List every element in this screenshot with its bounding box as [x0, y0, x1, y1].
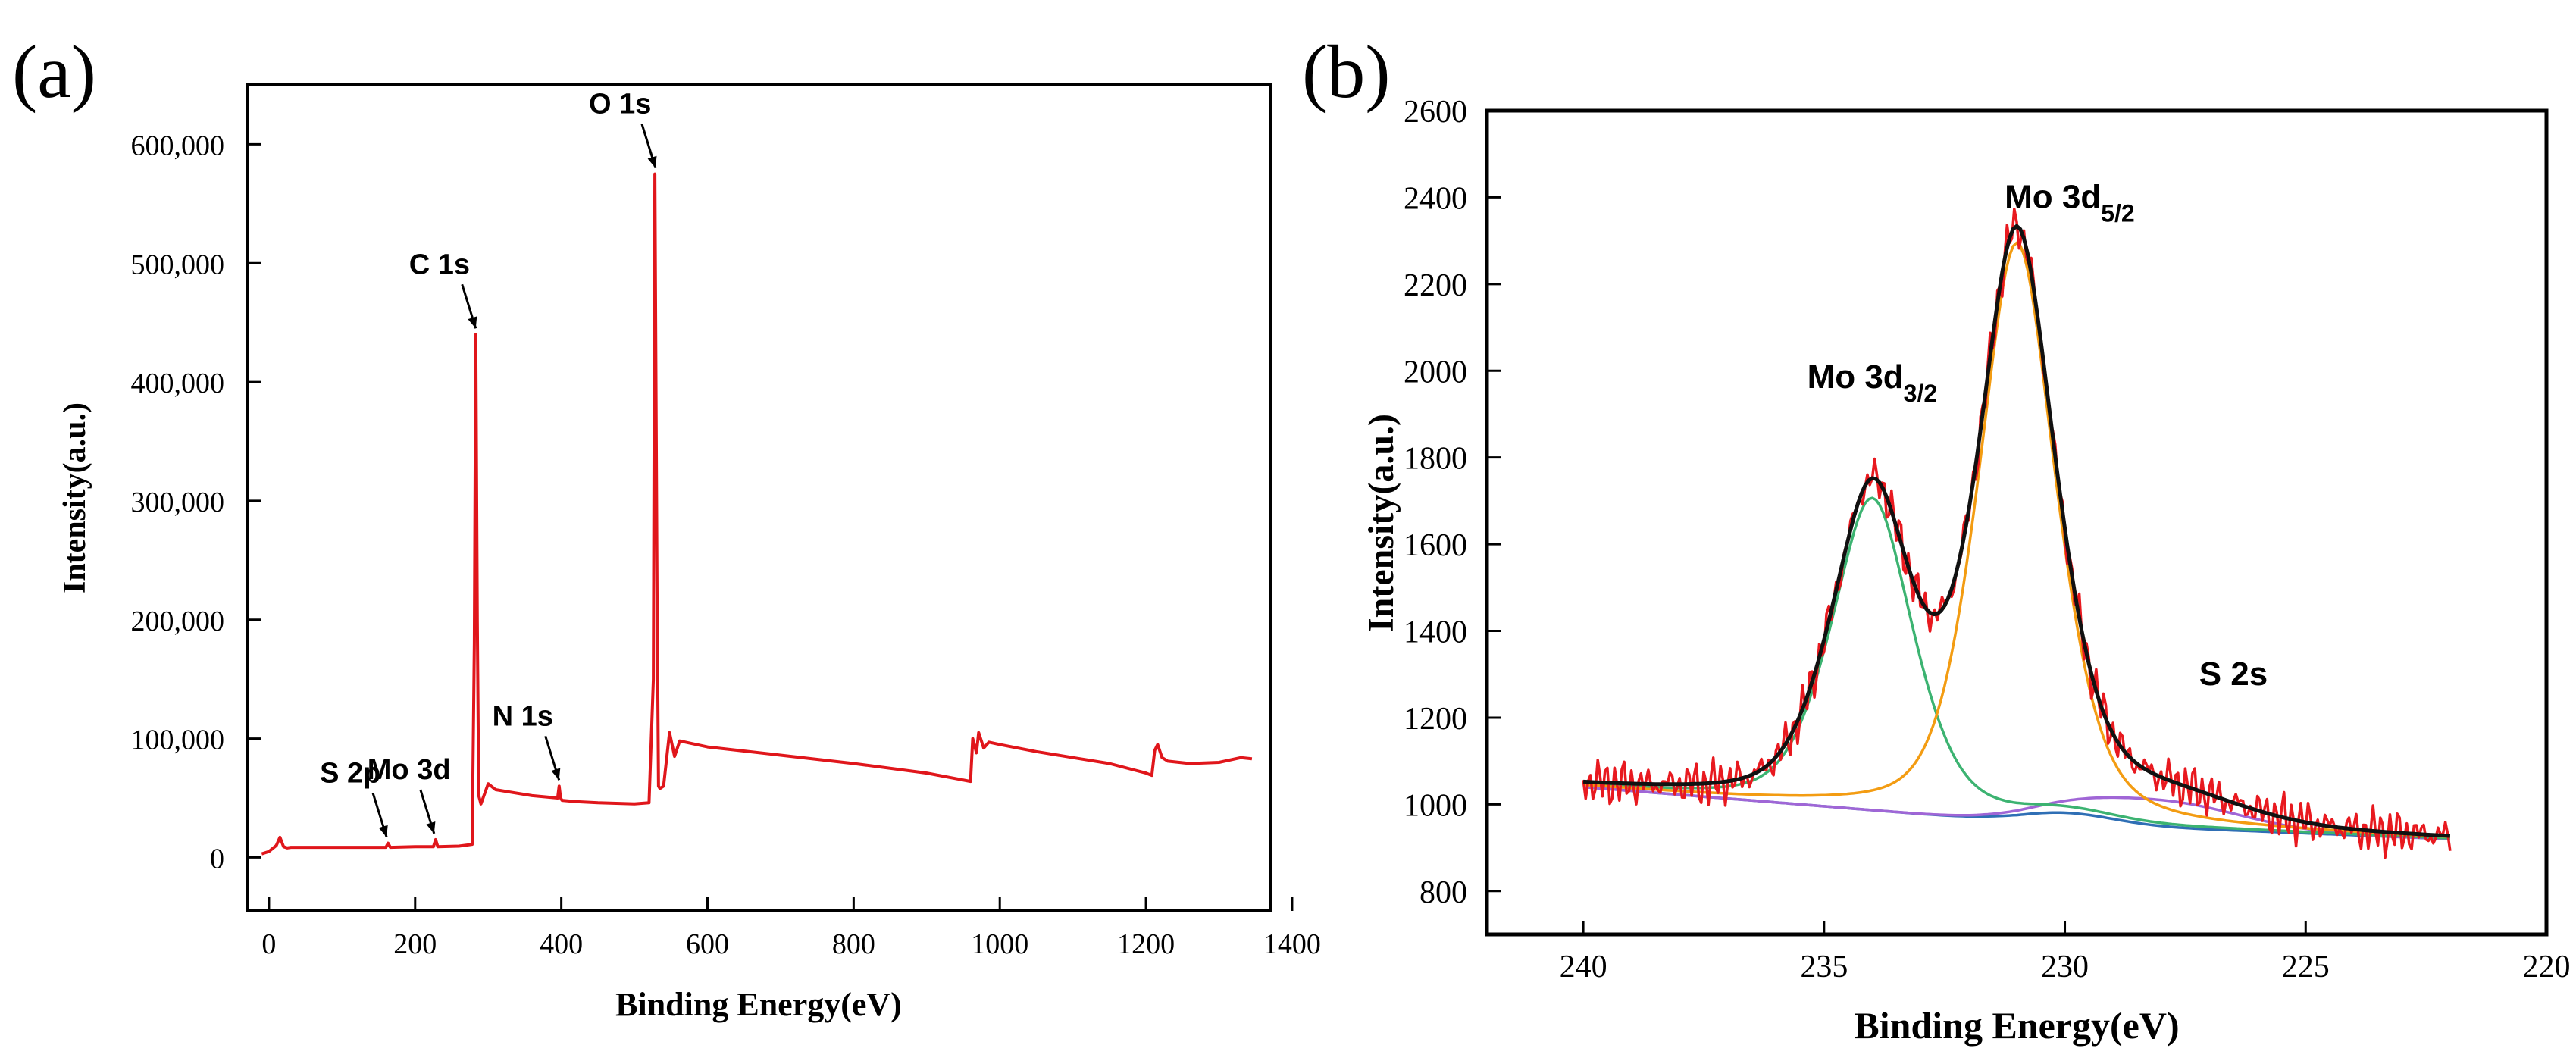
annotation-arrowhead: [378, 825, 388, 837]
annotation-arrowhead: [551, 768, 561, 781]
y-tick-label: 1200: [1404, 702, 1467, 737]
series-mo-3d3-2-component: [1582, 496, 2450, 840]
panel-b-plot-frame: [1485, 108, 2549, 937]
y-tick-label: 600,000: [131, 130, 225, 161]
y-tick-label: 1600: [1404, 528, 1467, 563]
x-tick-label: 800: [832, 928, 875, 960]
series-raw-data: [1582, 207, 2452, 859]
annotation-label: S 2p: [320, 758, 380, 790]
y-tick-label: 1000: [1404, 788, 1467, 823]
peak-annotation: O 1s: [589, 89, 657, 169]
series-envelope-fit: [1582, 224, 2451, 838]
panel-a-x-axis-label: Binding Energy(eV): [615, 986, 902, 1023]
panel-b-y-ticks: 800 1000 1200 1400 1600 1800 2000 2200 2400 2600: [1404, 95, 1501, 910]
y-tick-label: 500,000: [131, 249, 225, 280]
panel-b-series: [1582, 207, 2452, 859]
x-tick-label: 235: [1800, 950, 1848, 984]
x-tick-label: 1000: [971, 928, 1028, 960]
x-tick-label: 400: [540, 928, 583, 960]
x-tick-label: 1400: [1263, 928, 1321, 960]
survey-spectrum-line: [261, 172, 1253, 856]
panel-a: (a) 0 100,000 200,000 300,000 400,000 500,000…: [12, 30, 1321, 1023]
panel-a-label: (a): [12, 30, 96, 114]
x-tick-label: 0: [261, 928, 276, 960]
x-tick-label: 240: [1560, 950, 1607, 984]
panel-b-y-axis-label: Intensity(a.u.): [1361, 414, 1401, 632]
peak-annotation: S 2p: [320, 758, 388, 838]
y-tick-label: 0: [210, 843, 224, 875]
panel-b-label: (b): [1302, 30, 1391, 114]
annotation-label: N 1s: [493, 700, 553, 732]
annotation-arrowhead: [426, 821, 436, 834]
peak-annotation: C 1s: [409, 249, 477, 329]
panel-a-x-ticks: 0 200 400 600 800 1000 1200 1400: [261, 897, 1321, 960]
annotation-label: Mo 3d: [368, 754, 451, 786]
y-tick-label: 2400: [1404, 181, 1467, 216]
panel-b-annotations: Mo 3d3/2 Mo 3d5/2 S 2s: [1808, 179, 2268, 693]
panel-b: (b) 800 1000 1200 1400 1600 1800 2000 2200 2400 2…: [1302, 30, 2571, 1047]
panel-b-x-axis-label: Binding Energy(eV): [1854, 1004, 2179, 1047]
y-tick-label: 2200: [1404, 268, 1467, 303]
y-tick-label: 2600: [1404, 95, 1467, 130]
y-tick-label: 200,000: [131, 606, 225, 637]
peak-annotation: N 1s: [493, 700, 561, 781]
panel-a-series: [261, 172, 1253, 856]
y-tick-label: 800: [1419, 875, 1467, 910]
annotation-arrowhead: [647, 155, 657, 168]
peak-annotation-label: Mo 3d3/2: [1808, 358, 1938, 407]
panel-a-y-ticks: 0 100,000 200,000 300,000 400,000 500,000 600,…: [131, 130, 261, 875]
panel-a-y-axis-label: Intensity(a.u.): [58, 402, 92, 593]
annotation-subscript: 3/2: [1904, 380, 1937, 407]
panel-a-annotations: O 1s C 1s N 1s Mo 3dS 2p: [320, 89, 657, 838]
x-tick-label: 230: [2041, 950, 2089, 984]
panel-a-plot-frame: [246, 83, 1272, 912]
x-tick-label: 200: [393, 928, 437, 960]
x-tick-label: 220: [2523, 950, 2571, 984]
y-tick-label: 2000: [1404, 355, 1467, 390]
annotation-label: C 1s: [409, 249, 470, 280]
x-tick-label: 600: [686, 928, 729, 960]
y-tick-label: 300,000: [131, 487, 225, 518]
y-tick-label: 100,000: [131, 724, 225, 756]
y-tick-label: 1400: [1404, 615, 1467, 650]
annotation-subscript: 5/2: [2101, 200, 2134, 227]
peak-annotation-label: Mo 3d5/2: [2005, 179, 2135, 227]
series-mo-3d5-2-component: [1582, 241, 2450, 838]
peak-annotation: Mo 3d: [368, 754, 451, 834]
panel-b-x-ticks: 240 235 230 225 220: [1560, 921, 2571, 984]
peak-annotation-label: S 2s: [2199, 656, 2268, 693]
annotation-label: O 1s: [589, 89, 651, 120]
x-tick-label: 1200: [1117, 928, 1175, 960]
annotation-arrowhead: [468, 316, 477, 329]
y-tick-label: 1800: [1404, 442, 1467, 477]
y-tick-label: 400,000: [131, 368, 225, 399]
x-tick-label: 225: [2282, 950, 2330, 984]
